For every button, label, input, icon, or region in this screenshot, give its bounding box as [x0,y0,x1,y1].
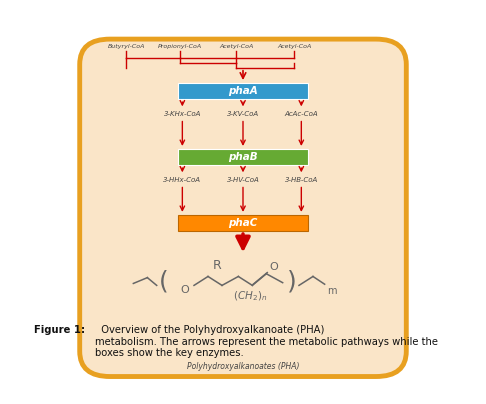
Text: Overview of the Polyhydroxyalkanoate (PHA)
metabolism. The arrows represent the : Overview of the Polyhydroxyalkanoate (PH… [95,325,438,358]
Text: 3-HV-CoA: 3-HV-CoA [226,177,260,183]
Text: $(CH_2)_n$: $(CH_2)_n$ [233,289,267,303]
FancyBboxPatch shape [178,215,308,231]
FancyBboxPatch shape [178,149,308,165]
Text: ): ) [287,269,297,294]
Text: O: O [269,262,278,272]
Text: R: R [213,259,222,272]
Text: Butyryl-CoA: Butyryl-CoA [108,44,145,49]
Text: phaA: phaA [228,86,258,96]
Text: AcAc-CoA: AcAc-CoA [284,111,318,117]
FancyBboxPatch shape [80,39,406,377]
Text: Acetyl-CoA: Acetyl-CoA [219,44,253,49]
Text: 3-HB-CoA: 3-HB-CoA [285,177,318,183]
Text: phaB: phaB [228,152,258,162]
Text: m: m [327,286,336,296]
Text: Propionyl-CoA: Propionyl-CoA [158,44,202,49]
Text: 3-KHx-CoA: 3-KHx-CoA [164,111,201,117]
Text: Figure 1:: Figure 1: [34,325,85,335]
Text: 3-HHx-CoA: 3-HHx-CoA [163,177,201,183]
Text: phaC: phaC [228,218,258,228]
Text: (: ( [159,269,169,294]
Text: 3-KV-CoA: 3-KV-CoA [227,111,259,117]
Text: Acetyl-CoA: Acetyl-CoA [277,44,312,49]
Text: Polyhydroxyalkanoates (PHA): Polyhydroxyalkanoates (PHA) [187,362,299,371]
FancyBboxPatch shape [178,83,308,99]
Text: O: O [180,286,189,295]
